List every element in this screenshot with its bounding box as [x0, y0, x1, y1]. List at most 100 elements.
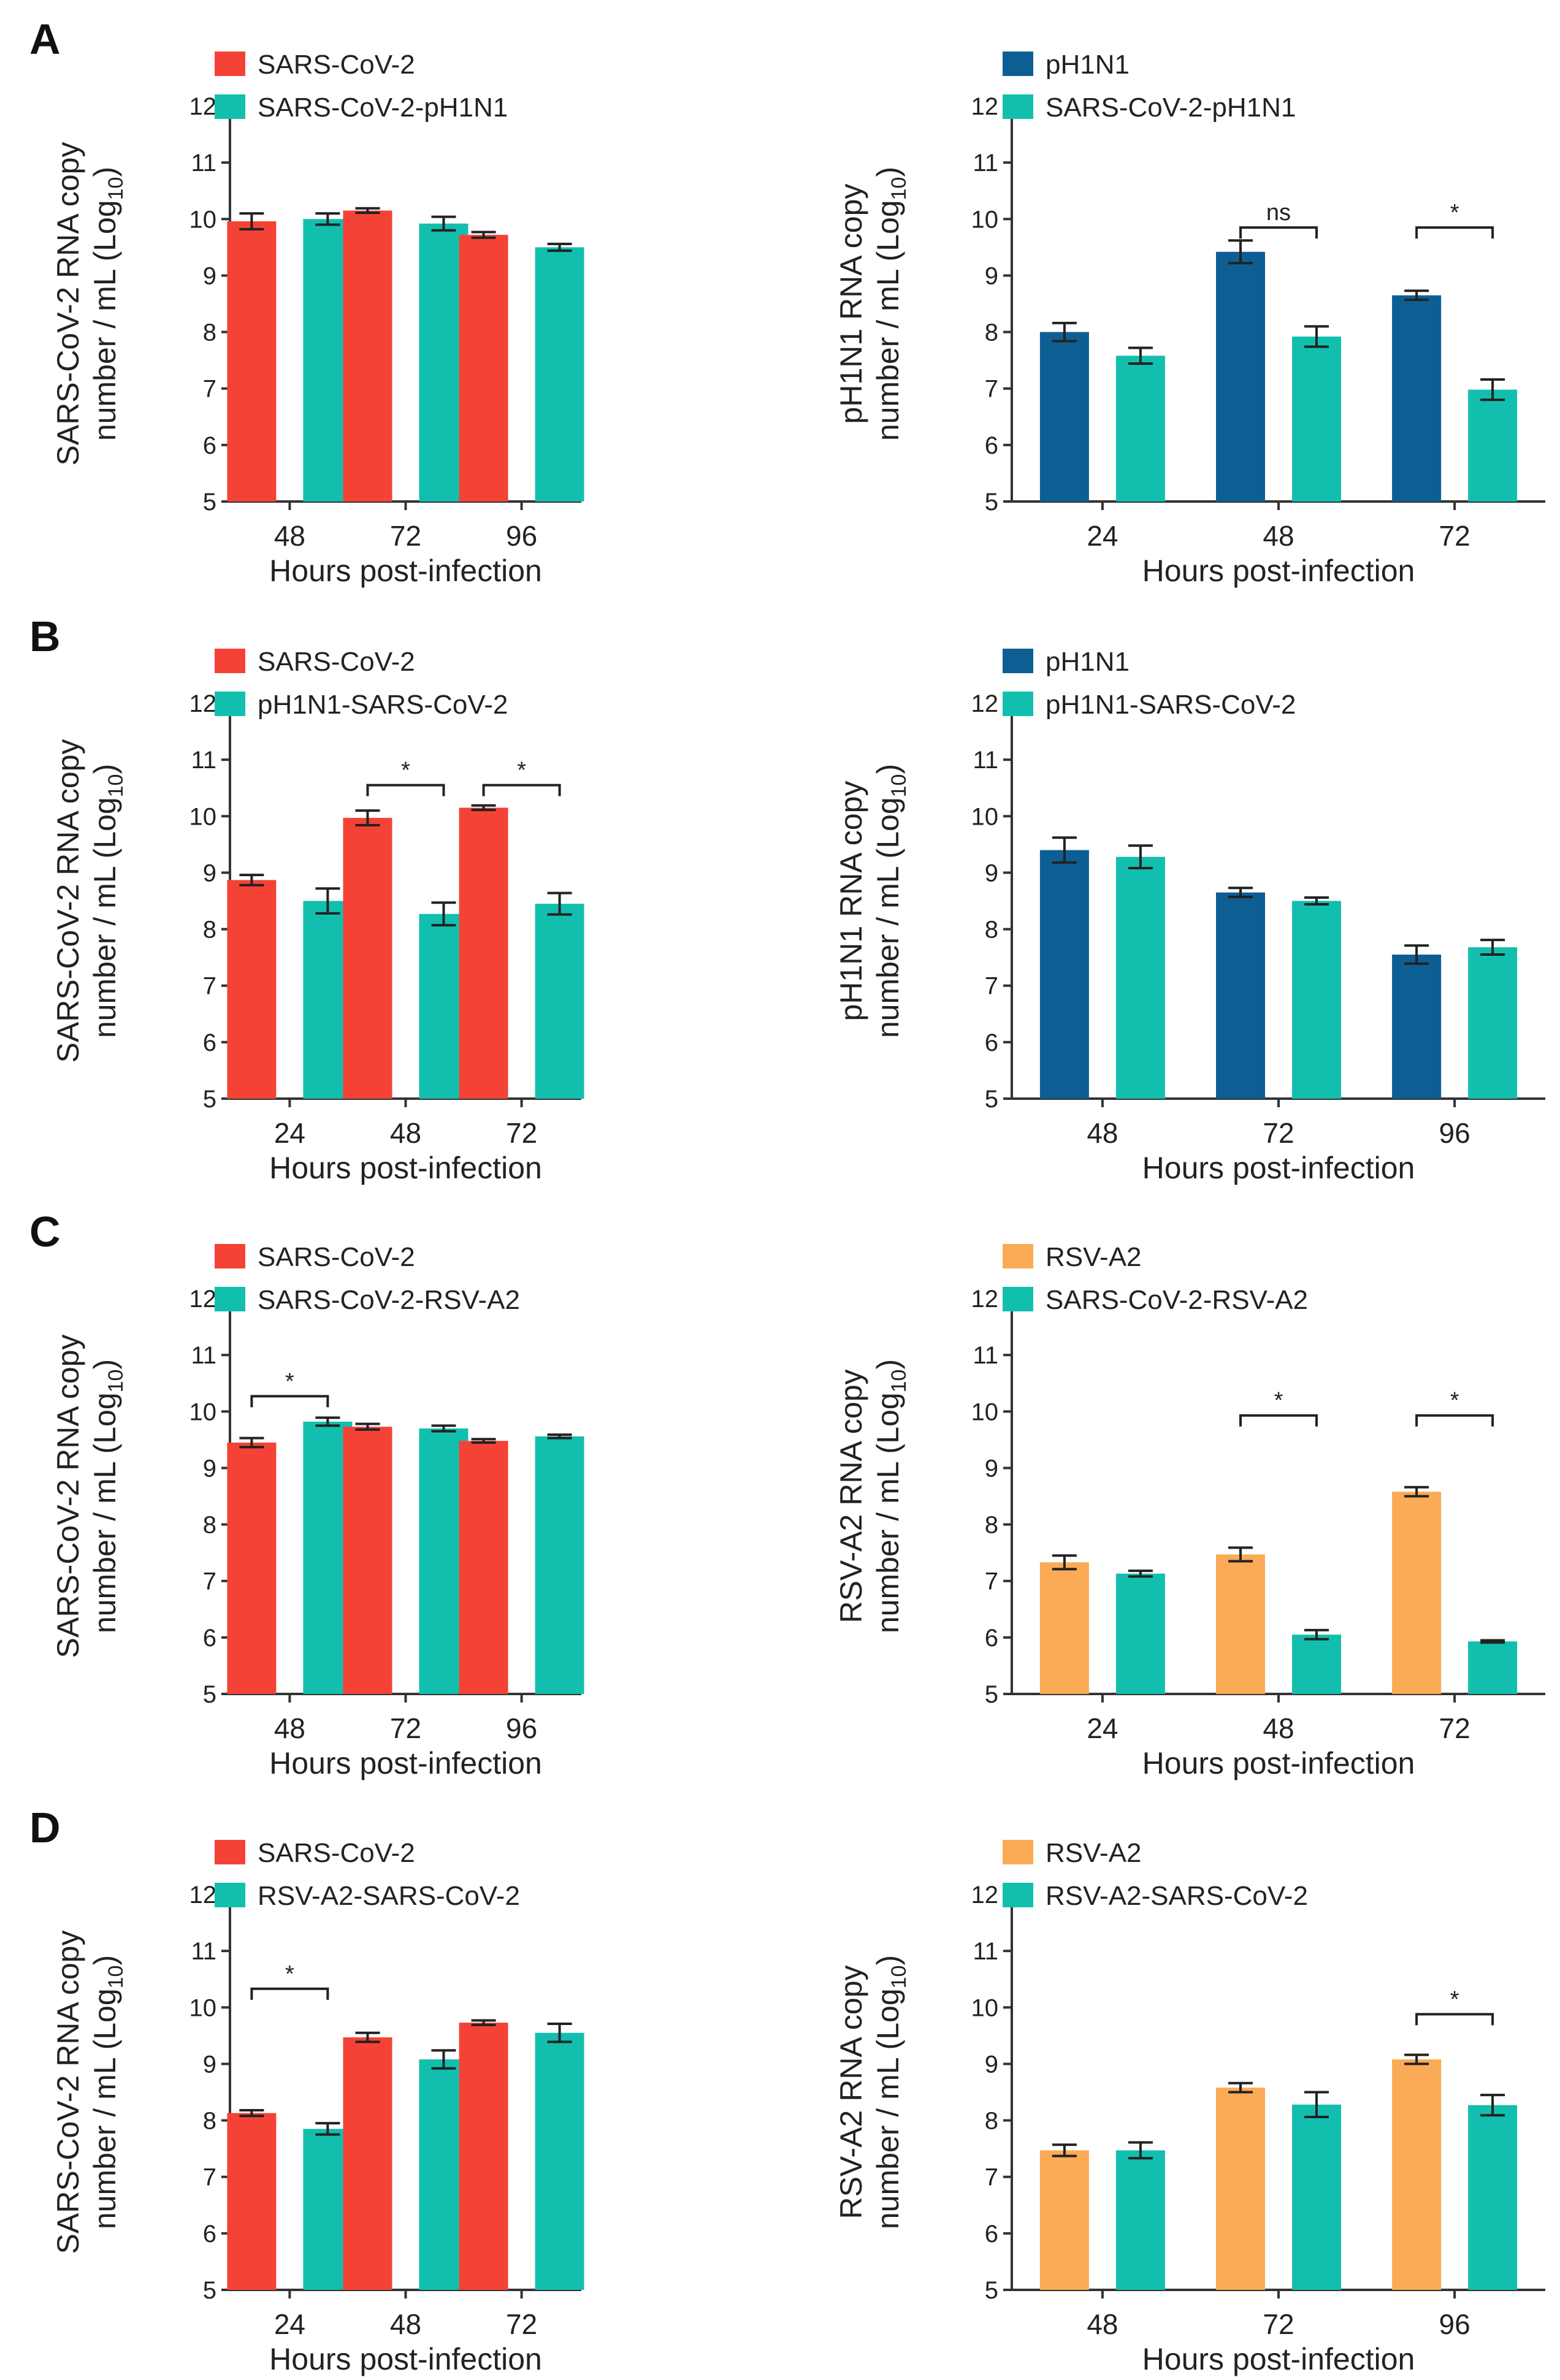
y-axis-title-line1: SARS-CoV-2 RNA copy [51, 1335, 85, 1658]
error-bar [547, 2023, 572, 2043]
y-tick-label: 5 [985, 1681, 998, 1708]
y-tick-label: 10 [189, 1994, 217, 2021]
error-bar [1304, 325, 1329, 348]
legend-swatch [1003, 51, 1033, 76]
x-tick-label: 72 [1263, 1117, 1294, 1149]
x-tick-label: 24 [1087, 1712, 1118, 1744]
error-bar [1052, 1554, 1077, 1571]
bar-sars-cov-2-72 [459, 2023, 508, 2290]
significance-bracket [1239, 1414, 1318, 1427]
legend-swatch [1003, 94, 1033, 119]
legend-swatch [215, 1244, 245, 1268]
chart-6: 5 6 7 8 9 10 11 12 24 48 72 * * Hours post-infection R… [834, 1242, 1545, 1780]
y-tick-label: 9 [203, 2051, 216, 2078]
bar-ph1n1-48 [1039, 850, 1089, 1099]
error-bar [1128, 844, 1153, 870]
y-tick-label: 8 [203, 1512, 216, 1539]
error-bar [1404, 944, 1429, 965]
bar-sars-cov-2-48 [343, 818, 392, 1099]
bar-sars-cov-2-24 [227, 880, 277, 1099]
y-axis-title-line2: number / mL (Log10) [871, 1359, 911, 1633]
significance-label: * [1450, 1986, 1459, 2012]
error-bar [1404, 289, 1429, 302]
significance-label: * [1274, 1388, 1283, 1414]
bar-ph1n1-24 [1039, 332, 1089, 502]
y-tick-label: 6 [985, 1029, 998, 1056]
bar-rsv-a2-72 [1392, 1492, 1442, 1694]
legend-swatch [1003, 692, 1033, 716]
significance-bracket [366, 784, 445, 796]
y-tick-label: 7 [985, 1568, 998, 1595]
error-bar [1052, 321, 1077, 343]
legend-label: pH1N1-SARS-CoV-2 [258, 690, 508, 720]
y-axis-title-line1: SARS-CoV-2 RNA copy [51, 142, 85, 466]
chart-4: 5 6 7 8 9 10 11 12 48 72 96 Hours post-infection pH1… [834, 647, 1545, 1185]
error-bar [315, 887, 340, 915]
y-tick-label: 5 [203, 489, 216, 516]
y-tick-label: 10 [971, 206, 999, 233]
y-axis-title-line1: RSV-A2 RNA copy [834, 1965, 868, 2219]
bar-sars-cov-2-ph1n1-96 [535, 247, 584, 502]
legend-item: SARS-CoV-2 [215, 1838, 415, 1868]
bar-ph1n1-48 [1216, 251, 1265, 502]
bar-rsv-a2-24 [1039, 1562, 1089, 1694]
y-tick-label: 8 [985, 917, 998, 944]
x-tick-label: 96 [506, 1712, 537, 1744]
error-bar [547, 1433, 572, 1440]
bar-ph1n1-96 [1392, 955, 1442, 1099]
legend-swatch [215, 1883, 245, 1907]
panel-label-c: C [29, 1208, 61, 1256]
bar-rsv-a2-48 [1039, 2150, 1089, 2290]
y-tick-label: 11 [191, 747, 216, 774]
significance-bracket [250, 1395, 329, 1408]
x-tick-label: 96 [1439, 1117, 1470, 1149]
panel-label-b: B [29, 612, 61, 660]
legend-item: RSV-A2 [1003, 1838, 1142, 1868]
x-axis-title: Hours post-infection [1142, 2342, 1415, 2376]
legend-swatch [1003, 1840, 1033, 1864]
bar-rsv-a2-sars-cov-2-96 [1468, 2105, 1518, 2290]
legend-swatch [1003, 1244, 1033, 1268]
y-tick-label: 11 [191, 150, 216, 177]
panel-label-a: A [29, 15, 61, 63]
y-axis-title-line1: pH1N1 RNA copy [834, 184, 868, 424]
y-tick-label: 10 [971, 1994, 999, 2021]
significance-label: * [285, 1368, 294, 1394]
error-bar [239, 2108, 264, 2118]
legend-item: SARS-CoV-2 [215, 50, 415, 80]
legend-swatch [1003, 649, 1033, 673]
chart-3: 5 6 7 8 9 10 11 12 24 48 72 * * Hours post-infection S… [51, 647, 584, 1185]
significance-label: * [401, 758, 410, 784]
error-bar [1304, 2091, 1329, 2119]
error-bar [1128, 346, 1153, 365]
y-tick-label: 12 [971, 1882, 999, 1909]
error-bar [315, 1416, 340, 1427]
bar-sars-cov-2-rsv-a2-48 [1292, 1634, 1341, 1694]
y-tick-label: 5 [203, 2277, 216, 2304]
legend-item: pH1N1 [1003, 647, 1130, 677]
bar-sars-cov-2-72 [459, 807, 508, 1099]
bar-ph1n1-72 [1216, 892, 1265, 1099]
y-tick-label: 10 [189, 803, 217, 830]
error-bar [1480, 1639, 1505, 1644]
chart-8: 5 6 7 8 9 10 11 12 48 72 96 * Hours post-infection RS… [834, 1838, 1545, 2376]
error-bar [239, 212, 264, 231]
y-tick-label: 9 [203, 860, 216, 887]
error-bar [355, 2031, 380, 2043]
y-axis-title-line1: SARS-CoV-2 RNA copy [51, 1931, 85, 2254]
error-bar [1052, 2143, 1077, 2157]
y-tick-label: 11 [973, 1342, 998, 1369]
y-tick-label: 12 [971, 1286, 999, 1313]
y-tick-label: 8 [203, 2108, 216, 2135]
x-tick-label: 48 [1263, 1712, 1294, 1744]
legend-item: pH1N1-SARS-CoV-2 [1003, 690, 1296, 720]
y-tick-label: 8 [985, 1512, 998, 1539]
legend-label: pH1N1 [1046, 50, 1130, 80]
y-tick-label: 5 [985, 2277, 998, 2304]
y-tick-label: 8 [985, 319, 998, 346]
legend-label: SARS-CoV-2 [258, 1838, 415, 1868]
x-tick-label: 72 [1439, 1712, 1470, 1744]
bar-sars-cov-2-ph1n1-24 [1115, 356, 1165, 502]
y-tick-label: 10 [189, 206, 217, 233]
error-bar [239, 874, 264, 887]
